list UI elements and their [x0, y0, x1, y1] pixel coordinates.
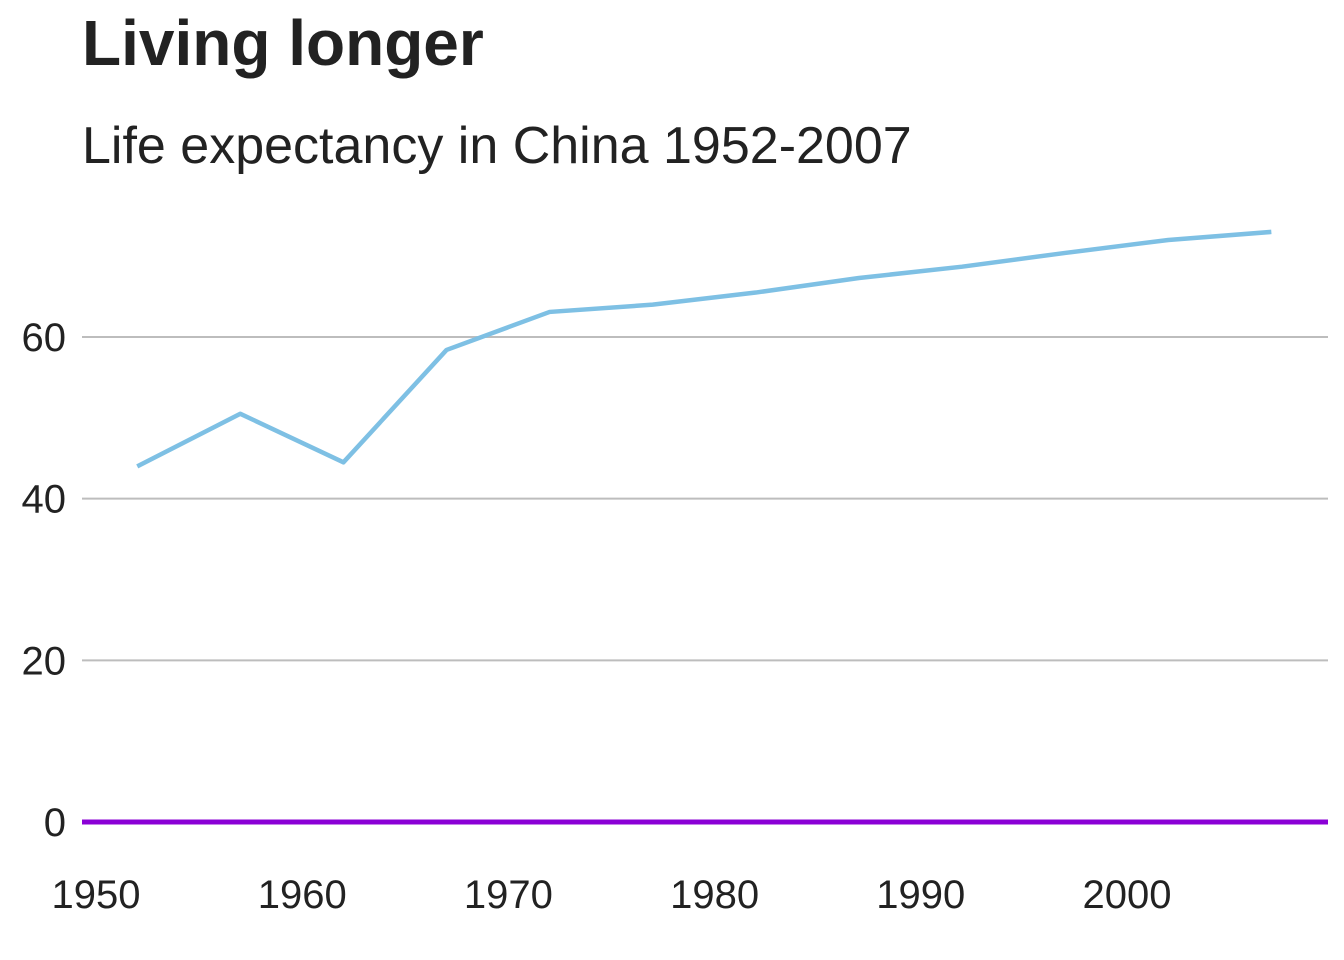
chart-subtitle: Life expectancy in China 1952-2007: [82, 117, 912, 175]
y-tick-label: 40: [22, 478, 67, 522]
x-tick-label: 2000: [1083, 873, 1172, 917]
x-tick-label: 1990: [876, 873, 965, 917]
x-tick-label: 1950: [52, 873, 141, 917]
x-tick-label: 1970: [464, 873, 553, 917]
x-tick-label: 1960: [258, 873, 347, 917]
chart-title: Living longer: [82, 7, 484, 79]
series-layer: [136, 229, 1272, 469]
series-line-0: [136, 229, 1272, 469]
x-tick-label: 1980: [670, 873, 759, 917]
gridlines: [82, 336, 1328, 662]
x-axis-tick-labels: 1950 1960 1970 1980 1990 2000: [52, 873, 1172, 917]
y-tick-label: 0: [44, 801, 66, 845]
y-tick-label: 60: [22, 316, 67, 360]
y-axis-tick-labels: 0 20 40 60: [22, 316, 67, 845]
y-tick-label: 20: [22, 639, 67, 683]
